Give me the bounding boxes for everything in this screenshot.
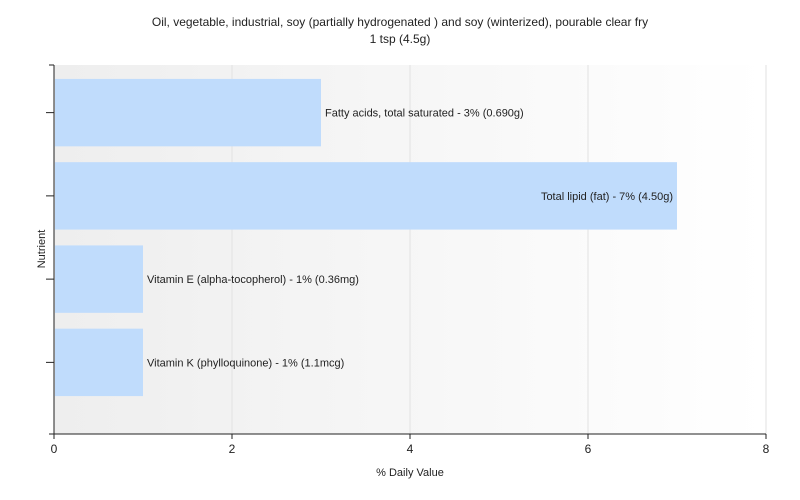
x-tick-label-2: 2	[229, 442, 236, 456]
x-tick-label-8: 8	[763, 442, 770, 456]
bar-4	[55, 328, 143, 397]
chart-subtitle: 1 tsp (4.5g)	[369, 32, 431, 46]
x-axis-title: % Daily Value	[376, 467, 444, 479]
bars: Fatty acids, total saturated - 3% (0.690…	[55, 78, 677, 397]
y-axis-title: Nutrient	[36, 230, 48, 269]
chart-title: Oil, vegetable, industrial, soy (partial…	[151, 15, 649, 29]
axes: 0 2 4 6 8	[46, 64, 770, 456]
bar-label-3: Vitamin E (alpha-tocopherol) - 1% (0.36m…	[147, 274, 359, 286]
bar-label-1: Fatty acids, total saturated - 3% (0.690…	[325, 108, 524, 120]
x-tick-label-0: 0	[51, 442, 58, 456]
x-tick-label-4: 4	[407, 442, 414, 456]
bar-label-4: Vitamin K (phylloquinone) - 1% (1.1mcg)	[147, 357, 344, 369]
chart-title-block: Oil, vegetable, industrial, soy (partial…	[0, 14, 800, 48]
bar-label-2: Total lipid (fat) - 7% (4.50g)	[541, 191, 673, 203]
bar-3	[55, 245, 143, 313]
bar-2	[55, 162, 677, 230]
bar-1	[55, 78, 321, 147]
x-tick-label-6: 6	[585, 442, 592, 456]
